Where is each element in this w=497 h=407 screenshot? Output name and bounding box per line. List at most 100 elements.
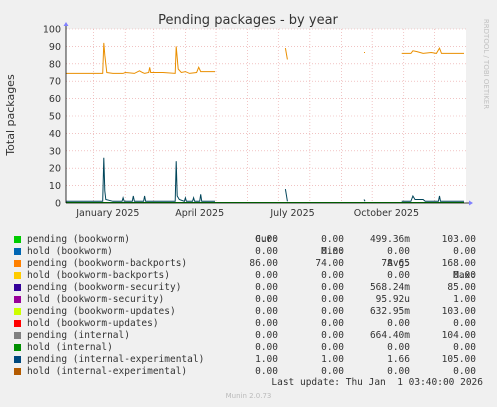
- series-line: [284, 189, 288, 202]
- legend-swatch: [14, 248, 21, 255]
- legend-avg: 0.00: [387, 342, 410, 353]
- legend-name: pending (internal-experimental): [27, 354, 205, 365]
- legend-avg: 1.66: [387, 354, 410, 365]
- y-tick-label: 40: [49, 129, 61, 140]
- legend-cur: 0.00: [255, 306, 278, 317]
- legend-name: pending (bookworm-backports): [27, 258, 188, 269]
- y-tick-label: 100: [43, 25, 61, 36]
- y-tick-label: 60: [49, 94, 61, 105]
- munin-version: Munin 2.0.73: [225, 392, 272, 400]
- y-tick-label: 30: [49, 146, 61, 157]
- legend-min: 0.00: [321, 318, 344, 329]
- legend-header-cur: Cur:: [255, 234, 278, 245]
- legend-avg: 95.92u: [375, 294, 410, 305]
- legend-max: 105.00: [441, 354, 476, 365]
- legend-name: hold (bookworm-backports): [27, 270, 170, 281]
- legend-row: hold (internal) 0.00 0.00 0.00 0.00: [12, 342, 490, 354]
- legend-name: pending (bookworm-security): [27, 282, 182, 293]
- legend-row: hold (bookworm-backports) 0.00 0.00 0.00 0.0…: [12, 270, 490, 282]
- legend-header-max: Max:: [453, 270, 476, 281]
- legend-swatch: [14, 272, 21, 279]
- y-tick-label: 20: [49, 164, 61, 175]
- legend-avg: 78.65: [381, 258, 410, 269]
- legend-name: hold (bookworm-updates): [27, 318, 159, 329]
- legend-max: 1.00: [453, 294, 476, 305]
- legend-max: 0.00: [453, 270, 476, 281]
- legend-cur: 86.00: [249, 258, 278, 269]
- legend-header: Cur: Min: Avg: Max:: [12, 222, 490, 281]
- legend-avg: 664.40m: [369, 330, 410, 341]
- legend-row: pending (bookworm-backports) 86.00 74.00 78…: [12, 258, 490, 270]
- y-axis-label: Total packages: [4, 74, 17, 157]
- y-ticks: 0 10 20 30 40 50 60 70 80 90 100: [43, 25, 61, 210]
- legend-row: pending (bookworm) 0.00 0.00 499.36m 103.00: [12, 234, 490, 246]
- legend-cur: 0.00: [255, 234, 278, 245]
- legend-cur: 0.00: [255, 246, 278, 257]
- legend-min: 0.00: [321, 366, 344, 377]
- legend-swatch: [14, 284, 21, 291]
- y-tick-label: 90: [49, 42, 61, 53]
- x-tick-label: January 2025: [75, 208, 139, 219]
- chart-title: Pending packages - by year: [158, 13, 338, 28]
- legend-cur: 1.00: [255, 354, 278, 365]
- legend-max: 85.00: [447, 282, 476, 293]
- series-line: [66, 157, 215, 202]
- x-tick-label: April 2025: [175, 208, 224, 219]
- legend-swatch: [14, 368, 21, 375]
- x-ticks: January 2025 April 2025 July 2025 October 2…: [75, 208, 419, 219]
- legend-swatch: [14, 260, 21, 267]
- legend-cur: 0.00: [255, 330, 278, 341]
- legend-row: pending (bookworm-updates) 0.00 0.00 632.95…: [12, 306, 490, 318]
- grid: [66, 28, 466, 203]
- legend-header-min: Min:: [321, 246, 344, 257]
- legend-avg: 0.00: [387, 318, 410, 329]
- legend-rows: pending (bookworm) 0.00 0.00 499.36m 103.00 h…: [12, 234, 490, 378]
- legend-avg: 632.95m: [369, 306, 410, 317]
- legend-max: 0.00: [453, 318, 476, 329]
- legend-min: 0.00: [321, 270, 344, 281]
- legend-min: 0.00: [321, 330, 344, 341]
- legend-max: 168.00: [441, 258, 476, 269]
- legend-cur: 0.00: [255, 270, 278, 281]
- y-tick-label: 10: [49, 181, 61, 192]
- legend-row: hold (bookworm-security) 0.00 0.00 95.92u 1.…: [12, 294, 490, 306]
- y-tick-label: 50: [49, 112, 61, 123]
- legend-name: hold (internal-experimental): [27, 366, 188, 377]
- x-tick-label: July 2025: [269, 208, 314, 219]
- legend-row: hold (internal-experimental) 0.00 0.00 0.00…: [12, 366, 490, 378]
- legend-name: hold (bookworm-security): [27, 294, 165, 305]
- series-line: [401, 46, 464, 54]
- legend-min: 0.00: [321, 246, 344, 257]
- legend-row: hold (bookworm-updates) 0.00 0.00 0.00 0.00: [12, 318, 490, 330]
- legend-max: 0.00: [453, 246, 476, 257]
- legend-name: pending (bookworm): [27, 234, 130, 245]
- legend-name: pending (internal): [27, 330, 130, 341]
- legend-avg: 568.24m: [369, 282, 410, 293]
- legend-cur: 0.00: [255, 318, 278, 329]
- legend-cur: 0.00: [255, 342, 278, 353]
- axes: [63, 22, 473, 206]
- chart: Pending packages - by year Total package…: [4, 13, 490, 219]
- legend-avg: 0.00: [387, 270, 410, 281]
- legend-min: 0.00: [321, 294, 344, 305]
- legend: Cur: Min: Avg: Max: pending (bookworm) 0.…: [12, 222, 490, 378]
- rrdtool-watermark: RRDTOOL / TOBI OETIKER: [482, 19, 490, 109]
- legend-swatch: [14, 332, 21, 339]
- legend-min: 0.00: [321, 306, 344, 317]
- legend-swatch: [14, 296, 21, 303]
- y-axis-arrow: [63, 22, 69, 26]
- series-line: [66, 42, 215, 74]
- legend-name: hold (bookworm): [27, 246, 113, 257]
- legend-avg: 0.00: [387, 366, 410, 377]
- legend-max: 103.00: [441, 306, 476, 317]
- legend-max: 103.00: [441, 234, 476, 245]
- series: [66, 42, 464, 203]
- legend-swatch: [14, 320, 21, 327]
- legend-min: 0.00: [321, 282, 344, 293]
- legend-row: hold (bookworm) 0.00 0.00 0.00 0.00: [12, 246, 490, 258]
- y-tick-label: 0: [55, 199, 61, 210]
- legend-name: pending (bookworm-updates): [27, 306, 176, 317]
- legend-max: 0.00: [453, 366, 476, 377]
- legend-avg: 499.36m: [369, 234, 410, 245]
- legend-max: 0.00: [453, 342, 476, 353]
